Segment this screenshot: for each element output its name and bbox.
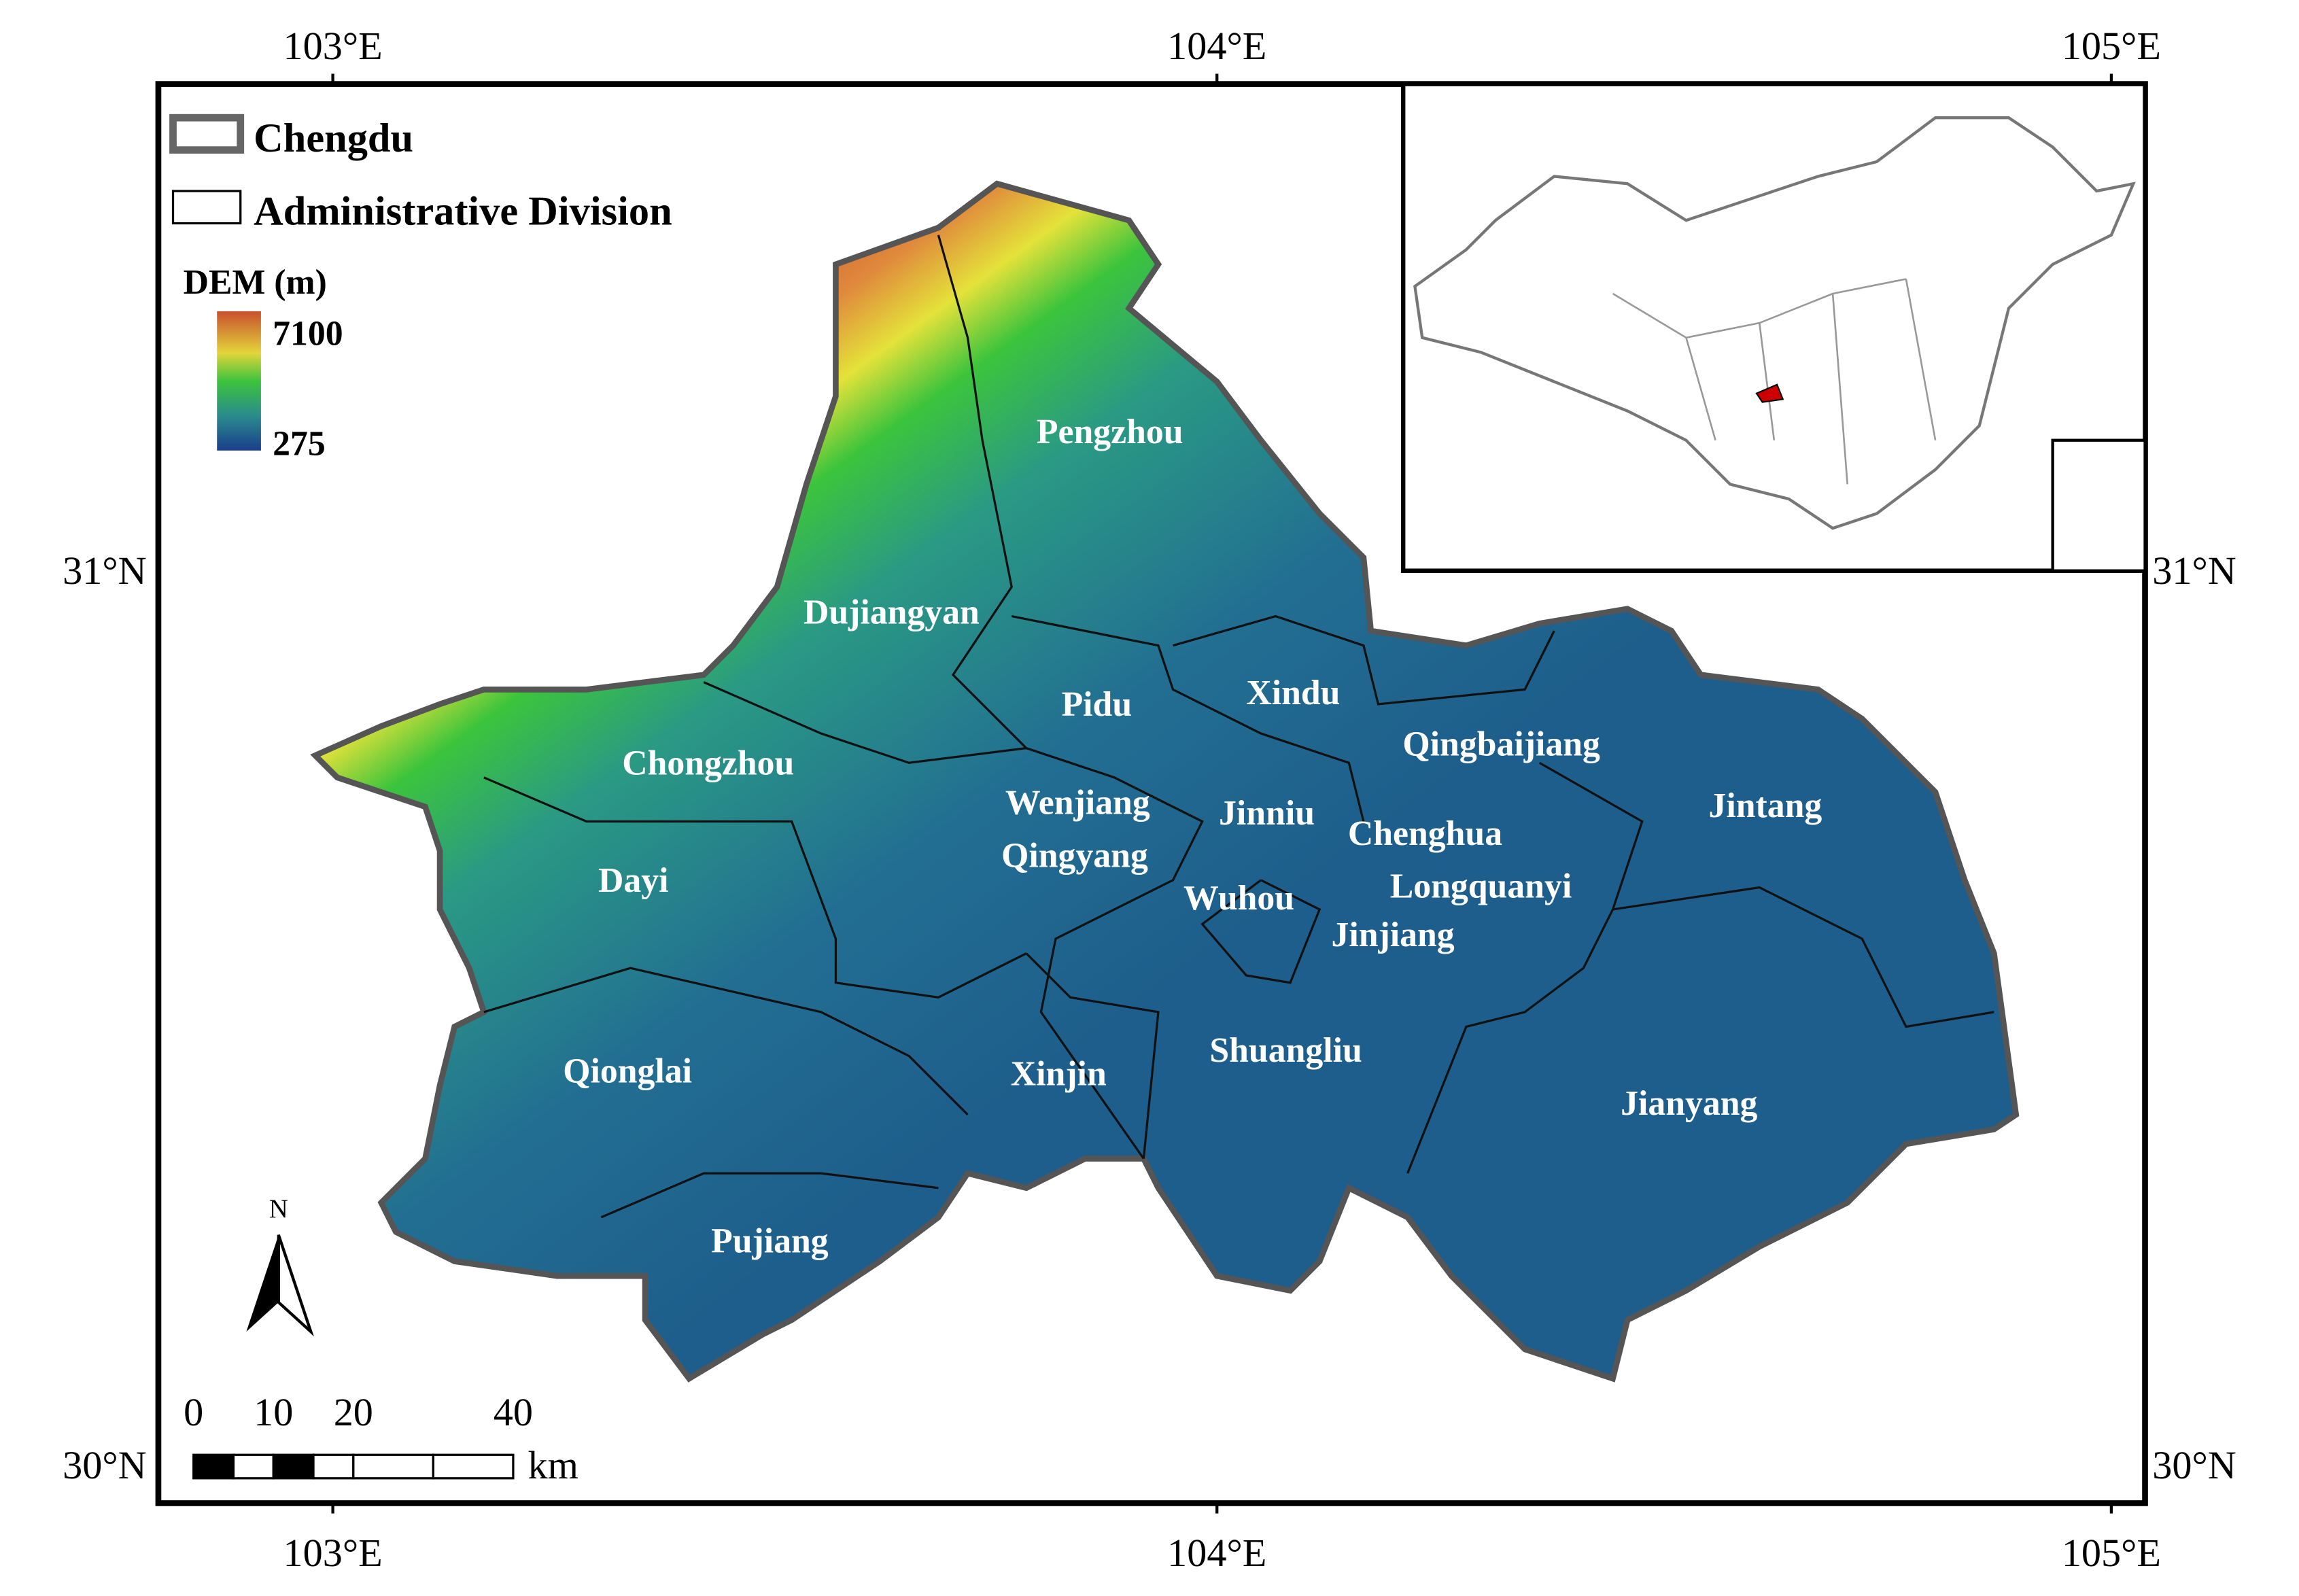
arrow-left xyxy=(246,1234,279,1332)
district-label: Jianyang xyxy=(1621,1084,1757,1123)
scale-unit: km xyxy=(528,1443,578,1487)
scale-tick-label: 10 xyxy=(254,1390,293,1434)
district-label: Pujiang xyxy=(711,1222,829,1261)
district-label: Pengzhou xyxy=(1037,413,1183,451)
district-label: Xindu xyxy=(1246,674,1340,712)
scale-tick-label: 0 xyxy=(184,1390,203,1434)
legend-division: Administrative Division xyxy=(254,189,672,235)
district-label: Wenjiang xyxy=(1005,784,1150,822)
lat-label-left: 31°N xyxy=(63,549,147,593)
north-label: N xyxy=(269,1194,288,1224)
legend-division-swatch xyxy=(171,190,242,225)
district-label: Longquanyi xyxy=(1390,867,1572,906)
lat-label-right: 30°N xyxy=(2152,1443,2236,1487)
district-label: Jintang xyxy=(1708,786,1822,825)
scale-tick-label: 40 xyxy=(494,1390,533,1434)
scale-segment xyxy=(272,1453,315,1480)
district-label: Qingyang xyxy=(1001,836,1148,875)
scale-segment xyxy=(432,1453,515,1480)
district-label: Chongzhou xyxy=(622,744,794,782)
arrow-right xyxy=(277,1234,314,1337)
dem-colorbar xyxy=(217,311,261,451)
scale-segment xyxy=(352,1453,434,1480)
district-label: Shuangliu xyxy=(1209,1031,1362,1070)
dem-max: 7100 xyxy=(273,315,343,353)
china-provinces xyxy=(1612,278,1937,485)
legend-boundary: Chengdu xyxy=(254,116,413,161)
division-lines xyxy=(483,235,1994,1219)
lon-label-bottom: 103°E xyxy=(283,1531,383,1575)
legend: Chengdu Administrative Division DEM (m) … xyxy=(169,114,672,463)
lat-label-right: 31°N xyxy=(2152,549,2236,593)
lon-label-top: 103°E xyxy=(283,24,383,68)
chengdu-boundary xyxy=(310,180,2020,1383)
lon-label-bottom: 105°E xyxy=(2062,1531,2161,1575)
scale-tick-label: 20 xyxy=(334,1390,373,1434)
district-label: Jinjiang xyxy=(1331,916,1454,954)
dem-min: 275 xyxy=(273,424,326,463)
district-labels: Pengzhou Dujiangyan Pidu Xindu Qingbaijiang C… xyxy=(563,413,1822,1261)
dem-title: DEM (m) xyxy=(184,263,327,302)
district-label: Pidu xyxy=(1062,685,1133,724)
district-label: Dayi xyxy=(598,861,669,900)
graticule-labels: 103°E 103°E 104°E 104°E 105°E 105°E 31°N 31°N 30… xyxy=(63,24,2236,1575)
inset xyxy=(1400,82,2147,573)
map-frame xyxy=(155,81,2148,1506)
chengdu-location xyxy=(1755,383,1784,403)
lat-label-left: 30°N xyxy=(63,1443,147,1487)
district-label: Qingbaijiang xyxy=(1402,725,1600,763)
district-label: Xinjin xyxy=(1011,1055,1107,1094)
south-china-sea-inset xyxy=(2051,438,2147,572)
district-label: Qionglai xyxy=(563,1052,692,1090)
scale-segment xyxy=(232,1453,275,1480)
china-outline xyxy=(1413,116,2136,530)
lon-label-bottom: 104°E xyxy=(1167,1531,1266,1575)
scale-bar: 0 10 20 40 km xyxy=(184,1390,578,1487)
scale-segment xyxy=(312,1453,355,1480)
district-label: Wuhou xyxy=(1183,879,1294,918)
lon-label-top: 105°E xyxy=(2062,24,2161,68)
lon-label-top: 104°E xyxy=(1167,24,1266,68)
north-arrow: N xyxy=(246,1194,314,1337)
scale-segment xyxy=(192,1453,235,1480)
district-label: Dujiangyan xyxy=(803,593,980,631)
district-label: Chenghua xyxy=(1348,814,1502,853)
legend-boundary-swatch xyxy=(169,114,245,154)
district-label: Jinniu xyxy=(1219,794,1315,833)
